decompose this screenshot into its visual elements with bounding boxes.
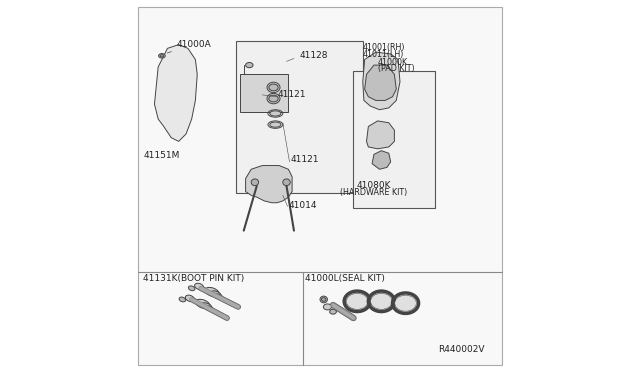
Ellipse shape <box>346 293 368 310</box>
Ellipse shape <box>246 62 253 68</box>
Ellipse shape <box>371 293 392 310</box>
Text: (PAD KIT): (PAD KIT) <box>378 64 414 73</box>
Ellipse shape <box>211 291 221 298</box>
Ellipse shape <box>323 304 332 310</box>
Polygon shape <box>154 45 197 141</box>
Text: 41014: 41014 <box>289 201 317 210</box>
Text: 41001(RH): 41001(RH) <box>363 43 405 52</box>
Ellipse shape <box>195 283 204 290</box>
Text: 41080K: 41080K <box>356 181 391 190</box>
Polygon shape <box>246 166 292 203</box>
Ellipse shape <box>269 95 278 102</box>
Ellipse shape <box>188 286 195 291</box>
Ellipse shape <box>205 288 220 296</box>
Ellipse shape <box>270 111 281 116</box>
Text: 41131K(BOOT PIN KIT): 41131K(BOOT PIN KIT) <box>143 274 244 283</box>
Ellipse shape <box>186 295 195 302</box>
Ellipse shape <box>179 297 186 302</box>
Text: 41128: 41128 <box>300 51 328 60</box>
Ellipse shape <box>269 84 278 91</box>
Text: 41000K: 41000K <box>378 58 408 67</box>
Ellipse shape <box>320 296 328 303</box>
Ellipse shape <box>201 303 212 310</box>
Polygon shape <box>365 65 396 100</box>
Text: 41000L(SEAL KIT): 41000L(SEAL KIT) <box>305 274 385 283</box>
Bar <box>236 41 363 193</box>
Polygon shape <box>363 52 400 110</box>
Ellipse shape <box>283 179 291 186</box>
Bar <box>353 71 435 208</box>
Ellipse shape <box>330 310 337 314</box>
Text: 41000A: 41000A <box>167 39 212 53</box>
Text: 41121: 41121 <box>291 155 319 164</box>
Ellipse shape <box>205 306 213 311</box>
Polygon shape <box>367 121 394 149</box>
Ellipse shape <box>321 298 326 301</box>
Ellipse shape <box>159 54 165 58</box>
Ellipse shape <box>196 299 210 308</box>
Ellipse shape <box>267 82 280 93</box>
Text: (HARDWARE KIT): (HARDWARE KIT) <box>340 187 408 196</box>
Text: 41121: 41121 <box>277 90 306 99</box>
Ellipse shape <box>251 179 259 186</box>
Ellipse shape <box>267 93 280 104</box>
Text: 41011(LH): 41011(LH) <box>363 49 404 58</box>
Polygon shape <box>372 151 390 169</box>
Ellipse shape <box>160 55 164 57</box>
Text: R440002V: R440002V <box>438 344 484 353</box>
Ellipse shape <box>270 122 281 127</box>
Ellipse shape <box>215 294 223 299</box>
Text: 41151M: 41151M <box>144 151 180 160</box>
Bar <box>240 74 289 112</box>
Ellipse shape <box>395 295 417 311</box>
